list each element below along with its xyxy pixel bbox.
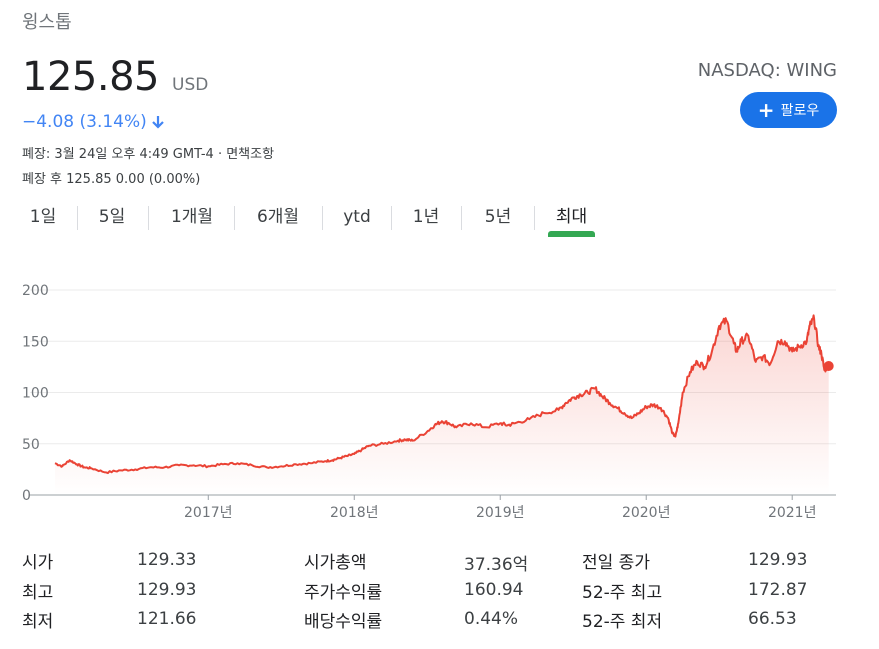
stat-label: 배당수익률 bbox=[304, 612, 383, 632]
tab-divider bbox=[234, 206, 235, 230]
x-tick-label: 2020년 bbox=[622, 505, 671, 521]
tab-1y[interactable]: 1년 bbox=[412, 207, 440, 227]
tab-6m[interactable]: 6개월 bbox=[256, 207, 300, 227]
stat-label: 52-주 최저 bbox=[582, 612, 663, 632]
stat-value: 0.44% bbox=[464, 609, 519, 629]
stat-label: 주가수익률 bbox=[304, 583, 383, 603]
stat-label: 최고 bbox=[22, 583, 54, 603]
stat-value: 37.36억 bbox=[464, 555, 529, 575]
tab-5y[interactable]: 5년 bbox=[484, 207, 512, 227]
stat-value: 160.94 bbox=[464, 580, 524, 600]
active-tab-indicator bbox=[548, 231, 595, 237]
tab-divider bbox=[148, 206, 149, 230]
company-name: 윙스톱 bbox=[22, 12, 72, 33]
tab-1m[interactable]: 1개월 bbox=[170, 207, 214, 227]
stat-label: 전일 종가 bbox=[582, 553, 650, 573]
price-change-text: −4.08 (3.14%) bbox=[22, 112, 147, 132]
tab-ytd[interactable]: ytd bbox=[343, 207, 371, 227]
x-tick-label: 2018년 bbox=[330, 505, 379, 521]
price-area bbox=[55, 315, 829, 495]
stat-label: 52-주 최고 bbox=[582, 583, 663, 603]
x-tick-label: 2021년 bbox=[768, 505, 817, 521]
stat-value: 66.53 bbox=[748, 609, 797, 629]
tab-divider bbox=[461, 206, 462, 230]
y-tick-label: 150 bbox=[22, 334, 49, 350]
stat-value: 172.87 bbox=[748, 580, 808, 600]
stat-label: 시가총액 bbox=[304, 553, 367, 573]
tab-max[interactable]: 최대 bbox=[555, 207, 588, 227]
follow-button[interactable]: + 팔로우 bbox=[740, 92, 837, 128]
stat-value: 129.33 bbox=[137, 550, 197, 570]
last-price-dot bbox=[823, 361, 834, 372]
after-hours-info: 폐장 후 125.85 0.00 (0.00%) bbox=[22, 172, 201, 187]
tab-divider bbox=[322, 206, 323, 230]
range-tabs: 1일 5일 1개월 6개월 ytd 1년 5년 최대 bbox=[0, 200, 879, 240]
y-tick-label: 50 bbox=[22, 437, 40, 453]
tab-5d[interactable]: 5일 bbox=[98, 207, 126, 227]
x-tick-label: 2019년 bbox=[476, 505, 525, 521]
tab-divider bbox=[391, 206, 392, 230]
exchange-ticker[interactable]: NASDAQ: WING bbox=[697, 60, 837, 81]
follow-label: 팔로우 bbox=[780, 103, 820, 119]
currency-label: USD bbox=[172, 75, 209, 95]
stat-value: 129.93 bbox=[748, 550, 808, 570]
stat-label: 최저 bbox=[22, 612, 54, 632]
price-chart[interactable]: 200 150 100 50 0 2017년 2018년 2019년 2020년 2021년 bbox=[0, 270, 879, 530]
stat-value: 121.66 bbox=[137, 609, 197, 629]
arrow-down-icon bbox=[151, 114, 165, 130]
tab-divider bbox=[534, 206, 535, 230]
x-tick-label: 2017년 bbox=[184, 505, 233, 521]
tab-1d[interactable]: 1일 bbox=[29, 207, 57, 227]
y-tick-label: 200 bbox=[22, 283, 49, 299]
price-change: −4.08 (3.14%) bbox=[22, 112, 165, 132]
tab-divider bbox=[77, 206, 78, 230]
stat-label: 시가 bbox=[22, 553, 54, 573]
stock-price: 125.85 bbox=[22, 54, 159, 100]
stat-value: 129.93 bbox=[137, 580, 197, 600]
plus-icon: + bbox=[757, 98, 775, 122]
y-tick-label: 0 bbox=[22, 488, 31, 504]
price-line bbox=[54, 314, 830, 475]
market-closed-info: 폐장: 3월 24일 오후 4:49 GMT-4 · 면책조항 bbox=[22, 147, 275, 162]
y-tick-label: 100 bbox=[22, 386, 49, 402]
